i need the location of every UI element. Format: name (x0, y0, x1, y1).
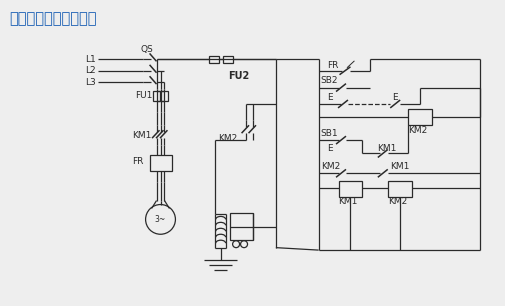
Bar (222, 56, 232, 63)
Text: SB1: SB1 (320, 129, 337, 138)
Text: L2: L2 (85, 66, 95, 75)
Text: L3: L3 (85, 78, 95, 87)
Text: QS: QS (140, 45, 153, 54)
Text: KM2: KM2 (408, 126, 427, 135)
Bar (149, 155, 172, 171)
Text: KM1: KM1 (376, 144, 395, 153)
Text: KM2: KM2 (217, 134, 236, 143)
Text: FU1: FU1 (134, 91, 152, 100)
Text: KM1: KM1 (389, 162, 409, 171)
Bar (338, 181, 362, 196)
Text: L1: L1 (85, 55, 95, 64)
Text: SB2: SB2 (320, 76, 337, 85)
Bar (153, 91, 160, 102)
Text: E: E (326, 93, 332, 102)
Text: KM1: KM1 (131, 131, 151, 140)
Bar (157, 91, 164, 102)
Text: E: E (391, 93, 396, 102)
Text: KM1: KM1 (338, 197, 357, 206)
Text: FU2: FU2 (227, 71, 248, 81)
Text: 电磁抱闸通电制动接线: 电磁抱闸通电制动接线 (9, 11, 96, 26)
Bar (209, 56, 219, 63)
Text: KM2: KM2 (320, 162, 339, 171)
Text: KM2: KM2 (387, 197, 407, 206)
Bar (408, 110, 431, 125)
Bar (161, 91, 168, 102)
Text: E: E (326, 144, 332, 153)
Bar (387, 181, 411, 196)
Text: FR: FR (131, 157, 143, 166)
Text: FR: FR (326, 61, 338, 70)
Bar (230, 213, 252, 240)
Text: 3~: 3~ (155, 215, 166, 224)
